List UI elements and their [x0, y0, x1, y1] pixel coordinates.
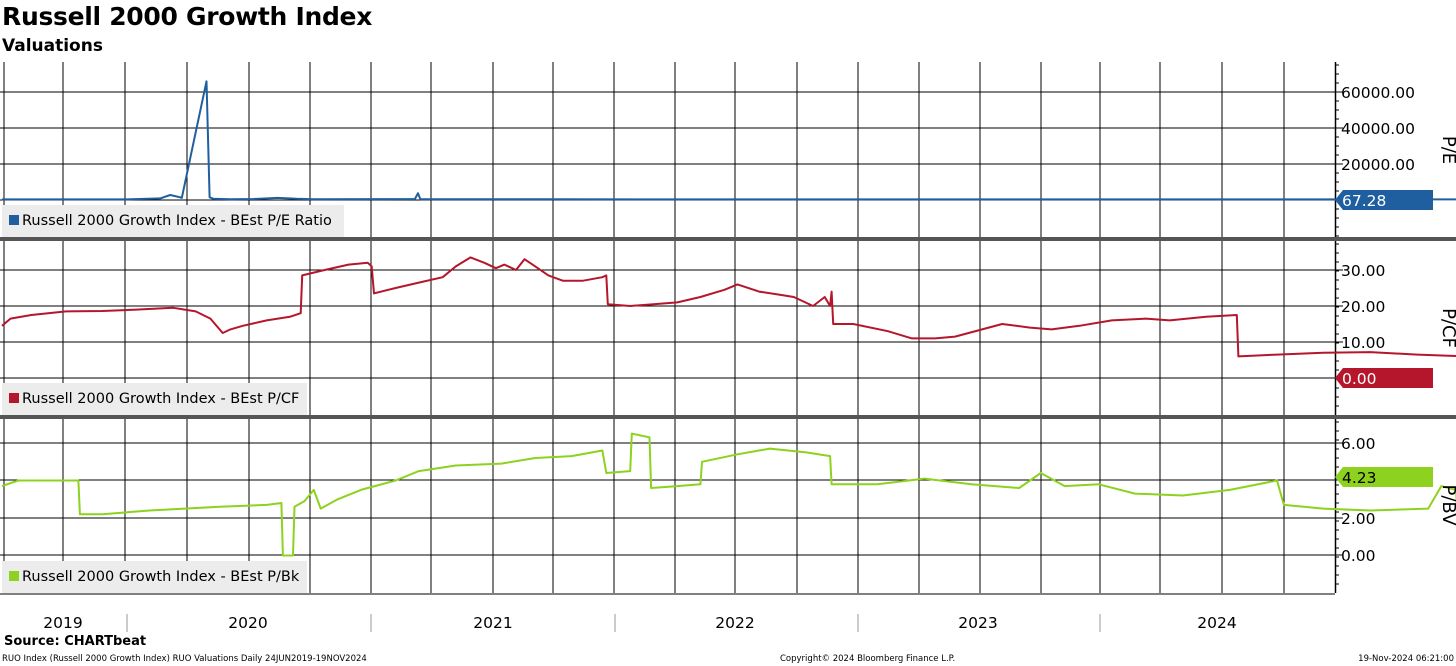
- panel-axis-label: P/BV: [1438, 484, 1456, 526]
- y-tick-label: 60000.00: [1341, 84, 1415, 102]
- footer-copyright: Copyright© 2024 Bloomberg Finance L.P.: [780, 654, 956, 664]
- legend-label: Russell 2000 Growth Index - BEst P/Bk: [22, 569, 300, 585]
- legend-background: [2, 383, 307, 415]
- last-value-label: 4.23: [1342, 469, 1377, 487]
- chart-subtitle: Valuations: [2, 36, 103, 56]
- y-tick-label: 20.00: [1341, 298, 1385, 316]
- legend-label: Russell 2000 Growth Index - BEst P/CF: [22, 391, 299, 407]
- last-value-tag: 0.00: [1335, 368, 1433, 388]
- legend: Russell 2000 Growth Index - BEst P/Bk: [2, 561, 307, 593]
- x-tick-label: 2022: [715, 614, 754, 632]
- footer-left: RUO Index (Russell 2000 Growth Index) RU…: [2, 654, 367, 664]
- y-tick-label: 0.00: [1341, 547, 1376, 565]
- source-note: Source: CHARTbeat: [4, 634, 147, 649]
- series-line-pe: [2, 80, 1456, 201]
- series-line-pcf: [1, 256, 1456, 358]
- last-value-label: 67.28: [1342, 192, 1386, 210]
- y-tick-label: 20000.00: [1341, 156, 1415, 174]
- panel-3-grid: [0, 419, 1343, 593]
- legend: Russell 2000 Growth Index - BEst P/E Rat…: [2, 205, 344, 237]
- x-tick-label: 2019: [43, 614, 82, 632]
- x-tick-label: 2023: [958, 614, 997, 632]
- legend-label: Russell 2000 Growth Index - BEst P/E Rat…: [22, 213, 332, 229]
- panel-axis-label: P/CF: [1438, 308, 1456, 348]
- y-tick-label: 2.00: [1341, 510, 1376, 528]
- footer-timestamp: 19-Nov-2024 06:21:00: [1358, 654, 1454, 664]
- last-value-tag-shape: [1335, 467, 1433, 487]
- last-value-tag: 4.23: [1335, 467, 1433, 487]
- panel-axis-label: P/E: [1438, 136, 1456, 164]
- series-line-pbv: [1, 432, 1456, 557]
- x-tick-label: 2024: [1197, 614, 1236, 632]
- last-value-tag-shape: [1335, 190, 1433, 210]
- y-tick-label: 30.00: [1341, 262, 1385, 280]
- legend-background: [2, 561, 307, 593]
- x-tick-label: 2020: [228, 614, 267, 632]
- last-value-tag-shape: [1335, 368, 1433, 388]
- x-tick-label: 2021: [473, 614, 512, 632]
- legend: Russell 2000 Growth Index - BEst P/CF: [2, 383, 307, 415]
- panel-2-grid: [0, 241, 1343, 415]
- y-tick-label: 6.00: [1341, 435, 1376, 453]
- legend-swatch: [9, 215, 19, 225]
- last-value-label: 0.00: [1342, 370, 1377, 388]
- legend-background: [2, 205, 344, 237]
- legend-swatch: [9, 571, 19, 581]
- chart-title: Russell 2000 Growth Index: [2, 2, 373, 31]
- y-tick-label: 40000.00: [1341, 120, 1415, 138]
- y-tick-label: 10.00: [1341, 334, 1385, 352]
- last-value-tag: 67.28: [1335, 190, 1433, 210]
- legend-swatch: [9, 393, 19, 403]
